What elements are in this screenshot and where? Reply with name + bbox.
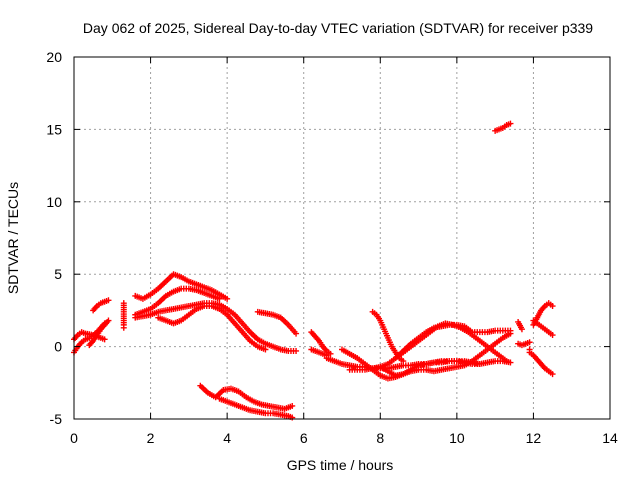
data-point — [289, 414, 296, 421]
data-point — [216, 295, 223, 302]
data-point — [503, 358, 510, 365]
data-point — [518, 326, 525, 333]
series-track-e — [120, 300, 127, 328]
series-track-m — [308, 329, 334, 357]
data-point — [120, 324, 127, 331]
data-point — [105, 317, 112, 324]
y-tick-label: -5 — [50, 411, 63, 427]
series-track-z — [530, 317, 556, 339]
series-track-c — [86, 317, 112, 349]
series-track-l — [216, 395, 296, 421]
series-track-t — [396, 320, 510, 365]
data-point — [293, 330, 300, 337]
data-point — [476, 360, 483, 367]
x-tick-label: 8 — [376, 430, 384, 446]
axis-ticks — [73, 56, 611, 420]
data-point — [507, 359, 514, 366]
plot-frame — [73, 56, 611, 420]
tick-labels: 0 2 4 6 8 10 12 14 -5 0 5 10 15 20 — [46, 49, 618, 446]
series-track-n — [308, 346, 330, 359]
y-axis-label: SDTVAR / TECUs — [5, 182, 21, 294]
data-point — [224, 295, 231, 302]
data-points — [71, 120, 556, 421]
series-track-w — [515, 339, 533, 349]
data-point — [262, 346, 269, 353]
y-tick-label: 5 — [54, 266, 62, 282]
series-track-i — [155, 303, 269, 353]
y-tick-label: 0 — [54, 339, 62, 355]
series-track-e2 — [120, 324, 127, 331]
x-tick-label: 0 — [70, 430, 78, 446]
data-point — [327, 350, 334, 357]
series-track-u — [492, 120, 514, 134]
y-tick-label: 15 — [46, 121, 62, 137]
data-point — [549, 371, 556, 378]
x-tick-label: 6 — [300, 430, 308, 446]
x-tick-label: 4 — [223, 430, 231, 446]
x-tick-label: 12 — [526, 430, 542, 446]
y-tick-label: 10 — [46, 194, 62, 210]
x-tick-label: 10 — [449, 430, 465, 446]
data-point — [549, 332, 556, 339]
data-point — [293, 347, 300, 354]
series-track-aa — [526, 349, 556, 378]
data-point — [400, 358, 407, 365]
data-point — [507, 330, 514, 337]
x-axis-label: GPS time / hours — [287, 457, 394, 473]
x-tick-label: 14 — [602, 430, 618, 446]
data-point — [289, 402, 296, 409]
y-tick-label: 20 — [46, 49, 62, 65]
series-track-j — [254, 308, 300, 337]
data-point — [105, 297, 112, 304]
x-tick-label: 2 — [147, 430, 155, 446]
series-track-v — [515, 318, 525, 333]
chart-title: Day 062 of 2025, Sidereal Day-to-day VTE… — [83, 20, 593, 36]
data-point — [549, 303, 556, 310]
series-track-d — [90, 297, 112, 314]
data-point — [507, 120, 514, 127]
data-point — [101, 336, 108, 343]
series-track-g — [132, 285, 223, 318]
series-track-k — [197, 382, 296, 412]
data-point — [526, 339, 533, 346]
